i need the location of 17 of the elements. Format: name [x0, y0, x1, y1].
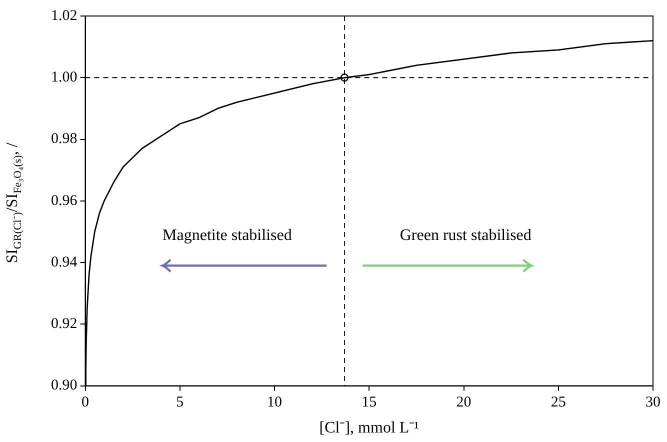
y-tick-label: 0.90: [51, 378, 78, 394]
x-tick-label: 20: [456, 394, 472, 411]
annotation: Green rust stabilised: [400, 227, 532, 244]
x-tick-label: 5: [176, 394, 184, 411]
y-tick-label: 1.00: [51, 70, 78, 86]
x-tick-label: 0: [82, 394, 89, 411]
x-tick-label: 25: [550, 394, 566, 411]
y-tick-label: 0.94: [51, 254, 78, 270]
y-tick-label: 0.92: [51, 316, 78, 332]
y-tick-label: 1.02: [51, 8, 78, 24]
x-tick-label: 30: [646, 394, 660, 411]
x-axis-title: [Cl⁻], mmol L⁻¹: [319, 420, 420, 437]
x-tick-label: 10: [267, 394, 282, 411]
x-tick-label: 15: [362, 394, 377, 411]
annotation: Magnetite stabilised: [162, 227, 292, 244]
y-tick-label: 0.98: [51, 131, 78, 148]
y-tick-label: 0.96: [51, 192, 78, 209]
